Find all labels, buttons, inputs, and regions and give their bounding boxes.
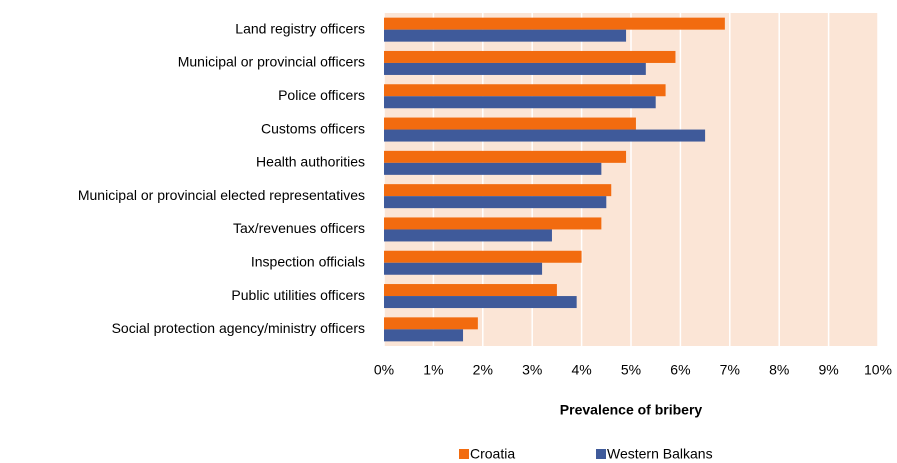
- bar: [384, 84, 666, 97]
- bar: [384, 129, 706, 142]
- y-tick-label: Inspection officials: [251, 253, 365, 269]
- y-tick-label: Land registry officers: [235, 20, 365, 36]
- bar: [384, 96, 656, 109]
- x-tick-label: 6%: [670, 362, 690, 378]
- legend-swatch: [596, 449, 606, 459]
- bar: [384, 250, 582, 263]
- bar: [384, 196, 607, 209]
- bar: [384, 184, 612, 197]
- bar: [384, 329, 464, 342]
- x-tick-label: 0%: [374, 362, 394, 378]
- x-tick-label: 4%: [571, 362, 591, 378]
- legend-label: Croatia: [470, 446, 515, 462]
- x-tick-label: 7%: [720, 362, 740, 378]
- x-axis-title: Prevalence of bribery: [560, 402, 703, 418]
- x-tick-label: 1%: [423, 362, 443, 378]
- y-tick-label: Customs officers: [261, 120, 365, 136]
- x-tick-label: 8%: [769, 362, 789, 378]
- bar: [384, 29, 627, 42]
- x-tick-label: 5%: [621, 362, 641, 378]
- y-tick-label: Health authorities: [256, 154, 365, 170]
- y-tick-label: Municipal or provincial elected represen…: [78, 187, 365, 203]
- y-tick-label: Police officers: [278, 87, 365, 103]
- bar: [384, 262, 543, 275]
- y-tick-label: Tax/revenues officers: [233, 220, 365, 236]
- bar: [384, 296, 577, 309]
- x-tick-label: 9%: [818, 362, 838, 378]
- bar: [384, 17, 725, 30]
- bar: [384, 50, 676, 63]
- y-tick-label: Social protection agency/ministry office…: [112, 320, 365, 336]
- bar: [384, 162, 602, 175]
- bar: [384, 317, 478, 330]
- y-tick-label: Public utilities officers: [231, 287, 365, 303]
- x-tick-label: 10%: [864, 362, 892, 378]
- bar: [384, 284, 557, 297]
- bar: [384, 150, 627, 163]
- legend-swatch: [459, 449, 469, 459]
- bar: [384, 62, 646, 75]
- bar: [384, 217, 602, 230]
- bar: [384, 229, 552, 242]
- bar: [384, 117, 636, 130]
- legend-label: Western Balkans: [607, 446, 713, 462]
- y-tick-label: Municipal or provincial officers: [178, 54, 365, 70]
- x-tick-label: 3%: [522, 362, 542, 378]
- x-tick-label: 2%: [473, 362, 493, 378]
